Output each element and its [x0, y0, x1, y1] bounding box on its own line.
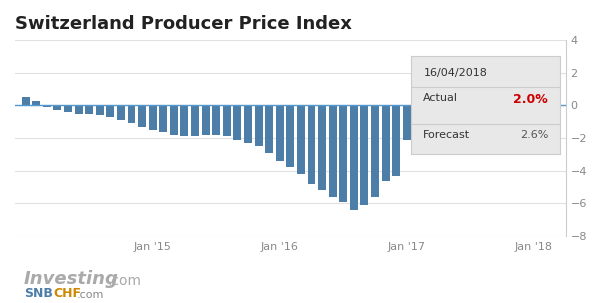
Text: 16/04/2018: 16/04/2018 [423, 68, 487, 78]
Bar [128, 105, 135, 123]
Bar [234, 105, 241, 140]
Text: Actual: Actual [423, 93, 458, 103]
Bar [488, 105, 495, 110]
Bar [350, 105, 358, 210]
Text: Forecast: Forecast [423, 130, 471, 140]
Bar [445, 105, 453, 122]
Bar [138, 105, 146, 127]
Bar [403, 105, 411, 140]
Text: Investing: Investing [24, 270, 119, 288]
Bar [393, 105, 400, 176]
Text: 2.6%: 2.6% [520, 130, 548, 140]
Bar [117, 105, 125, 120]
Bar [223, 105, 231, 136]
Bar [456, 105, 464, 118]
Bar [265, 105, 273, 153]
Bar [191, 105, 199, 136]
Text: 2.0%: 2.0% [514, 93, 548, 106]
Bar [202, 105, 209, 135]
Bar [33, 101, 40, 105]
Bar [64, 105, 72, 112]
Bar [477, 105, 485, 112]
Bar [170, 105, 178, 135]
Bar [541, 79, 548, 105]
Bar [467, 105, 474, 115]
Bar [149, 105, 157, 130]
Bar [340, 105, 347, 202]
Bar [318, 105, 326, 190]
Text: Switzerland Producer Price Index: Switzerland Producer Price Index [15, 15, 352, 33]
Bar [530, 83, 538, 105]
Text: SNB: SNB [24, 287, 53, 300]
Bar [308, 105, 315, 184]
Bar [54, 105, 61, 110]
Bar [435, 105, 442, 125]
Bar [22, 97, 29, 105]
Text: CHF: CHF [53, 287, 81, 300]
Bar [107, 105, 114, 117]
Bar [371, 105, 379, 197]
Bar [43, 105, 51, 107]
Bar [276, 105, 284, 161]
Bar [255, 105, 262, 146]
Bar [244, 105, 252, 143]
Bar [213, 105, 220, 135]
Bar [75, 105, 82, 114]
Bar [361, 105, 368, 205]
Bar [414, 105, 421, 130]
Bar [329, 105, 337, 197]
Text: .com: .com [107, 274, 141, 288]
Bar [287, 105, 294, 168]
Bar [382, 105, 389, 181]
Bar [551, 73, 559, 105]
Bar [424, 105, 432, 127]
Bar [498, 83, 506, 105]
Text: .com: .com [77, 290, 104, 300]
Bar [96, 105, 104, 115]
Bar [509, 78, 517, 105]
Bar [160, 105, 167, 132]
Bar [520, 81, 527, 105]
Bar [85, 105, 93, 114]
Bar [181, 105, 188, 136]
Bar [297, 105, 305, 174]
